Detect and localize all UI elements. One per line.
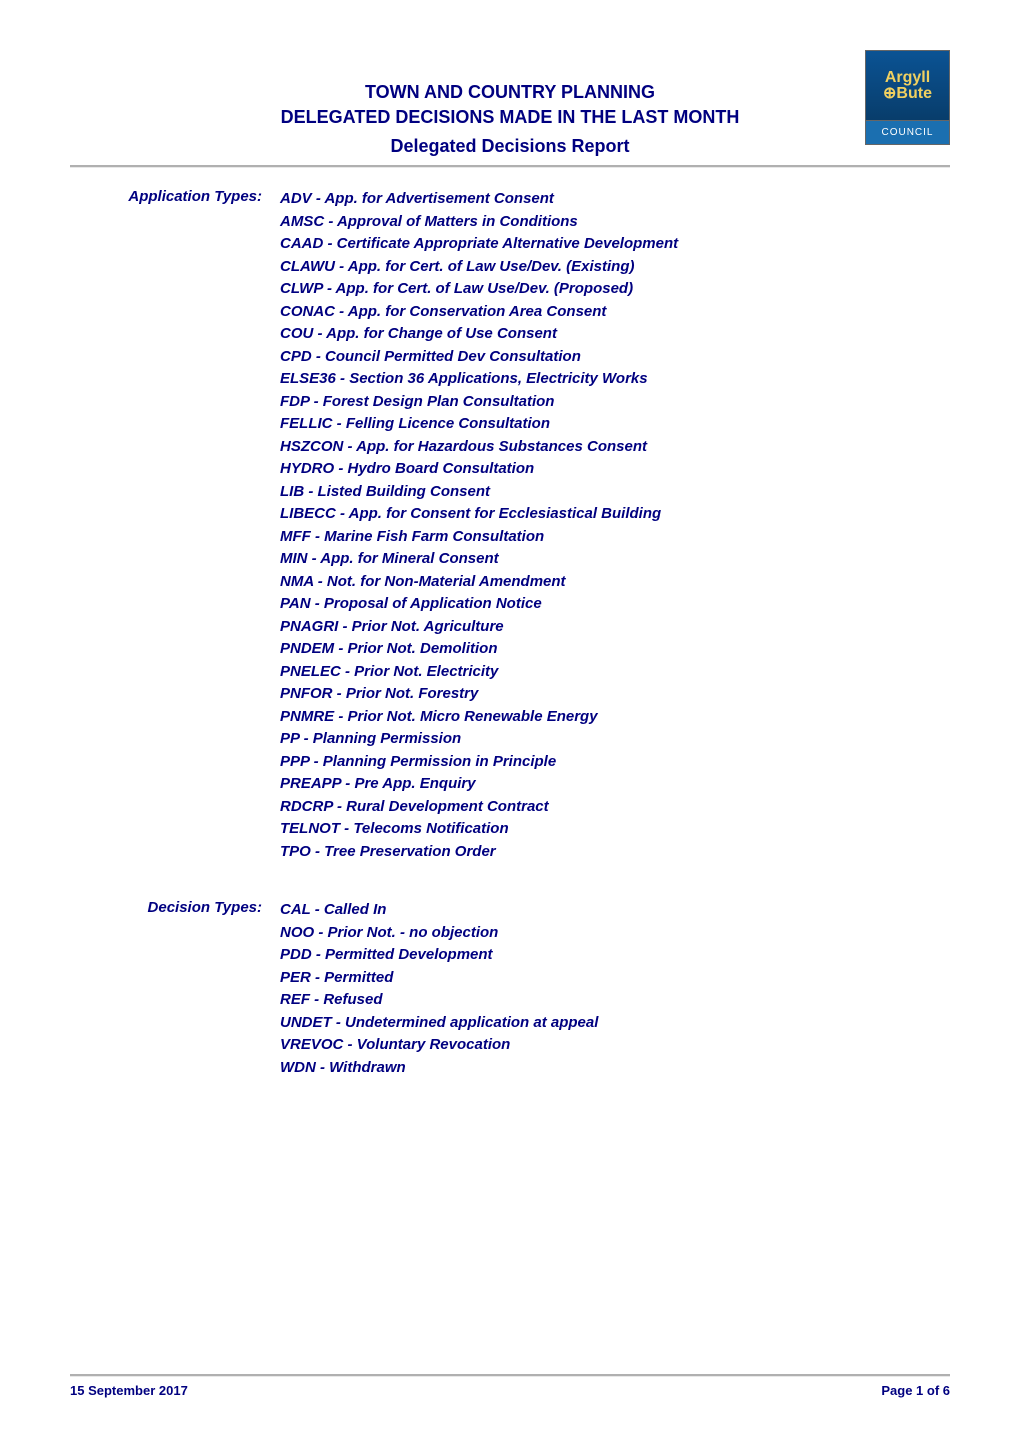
value-item: CLAWU - App. for Cert. of Law Use/Dev. (… [280, 256, 678, 279]
logo-text-bottom: COUNCIL [881, 127, 933, 138]
value-item: WDN - Withdrawn [280, 1057, 598, 1080]
value-item: NOO - Prior Not. - no objection [280, 922, 598, 945]
value-item: MFF - Marine Fish Farm Consultation [280, 526, 678, 549]
value-item: ADV - App. for Advertisement Consent [280, 188, 678, 211]
value-item: CPD - Council Permitted Dev Consultation [280, 346, 678, 369]
value-item: AMSC - Approval of Matters in Conditions [280, 211, 678, 234]
subtitle: Delegated Decisions Report [70, 136, 950, 157]
logo-top: Argyll ⊕Bute [865, 50, 950, 121]
section-row: Decision Types:CAL - Called InNOO - Prio… [70, 899, 950, 1079]
value-item: CONAC - App. for Conservation Area Conse… [280, 301, 678, 324]
main-title-line1: TOWN AND COUNTRY PLANNING [70, 80, 950, 105]
value-item: PP - Planning Permission [280, 728, 678, 751]
value-item: VREVOC - Voluntary Revocation [280, 1034, 598, 1057]
value-item: COU - App. for Change of Use Consent [280, 323, 678, 346]
section-gap [70, 867, 950, 899]
footer-date: 15 September 2017 [70, 1383, 188, 1398]
value-item: PNDEM - Prior Not. Demolition [280, 638, 678, 661]
content: Application Types:ADV - App. for Adverti… [70, 188, 950, 1079]
value-item: TPO - Tree Preservation Order [280, 841, 678, 864]
value-item: UNDET - Undetermined application at appe… [280, 1012, 598, 1035]
value-item: ELSE36 - Section 36 Applications, Electr… [280, 368, 678, 391]
header-divider [70, 165, 950, 168]
council-logo: Argyll ⊕Bute COUNCIL [865, 50, 950, 145]
value-item: PPP - Planning Permission in Principle [280, 751, 678, 774]
section-values: ADV - App. for Advertisement ConsentAMSC… [280, 188, 678, 863]
footer-divider [70, 1374, 950, 1377]
value-item: FELLIC - Felling Licence Consultation [280, 413, 678, 436]
value-item: MIN - App. for Mineral Consent [280, 548, 678, 571]
footer-row: 15 September 2017 Page 1 of 6 [70, 1383, 950, 1398]
value-item: NMA - Not. for Non-Material Amendment [280, 571, 678, 594]
value-item: CAAD - Certificate Appropriate Alternati… [280, 233, 678, 256]
value-item: LIB - Listed Building Consent [280, 481, 678, 504]
section-row: Application Types:ADV - App. for Adverti… [70, 188, 950, 863]
value-item: PNFOR - Prior Not. Forestry [280, 683, 678, 706]
logo-text-top: Argyll [885, 70, 930, 86]
section-values: CAL - Called InNOO - Prior Not. - no obj… [280, 899, 598, 1079]
value-item: CAL - Called In [280, 899, 598, 922]
value-item: HYDRO - Hydro Board Consultation [280, 458, 678, 481]
value-item: PAN - Proposal of Application Notice [280, 593, 678, 616]
value-item: LIBECC - App. for Consent for Ecclesiast… [280, 503, 678, 526]
value-item: PDD - Permitted Development [280, 944, 598, 967]
section-label: Decision Types: [70, 899, 280, 1079]
header: Argyll ⊕Bute COUNCIL TOWN AND COUNTRY PL… [70, 60, 950, 168]
footer-page: Page 1 of 6 [881, 1383, 950, 1398]
value-item: TELNOT - Telecoms Notification [280, 818, 678, 841]
footer: 15 September 2017 Page 1 of 6 [70, 1374, 950, 1398]
value-item: CLWP - App. for Cert. of Law Use/Dev. (P… [280, 278, 678, 301]
value-item: PNELEC - Prior Not. Electricity [280, 661, 678, 684]
value-item: RDCRP - Rural Development Contract [280, 796, 678, 819]
value-item: HSZCON - App. for Hazardous Substances C… [280, 436, 678, 459]
section-label: Application Types: [70, 188, 280, 863]
value-item: FDP - Forest Design Plan Consultation [280, 391, 678, 414]
value-item: PNMRE - Prior Not. Micro Renewable Energ… [280, 706, 678, 729]
logo-bottom: COUNCIL [865, 121, 950, 145]
value-item: PER - Permitted [280, 967, 598, 990]
value-item: REF - Refused [280, 989, 598, 1012]
value-item: PNAGRI - Prior Not. Agriculture [280, 616, 678, 639]
main-title-line2: DELEGATED DECISIONS MADE IN THE LAST MON… [70, 105, 950, 130]
title-block: TOWN AND COUNTRY PLANNING DELEGATED DECI… [70, 60, 950, 157]
value-item: PREAPP - Pre App. Enquiry [280, 773, 678, 796]
logo-text-mid: ⊕Bute [883, 86, 932, 102]
